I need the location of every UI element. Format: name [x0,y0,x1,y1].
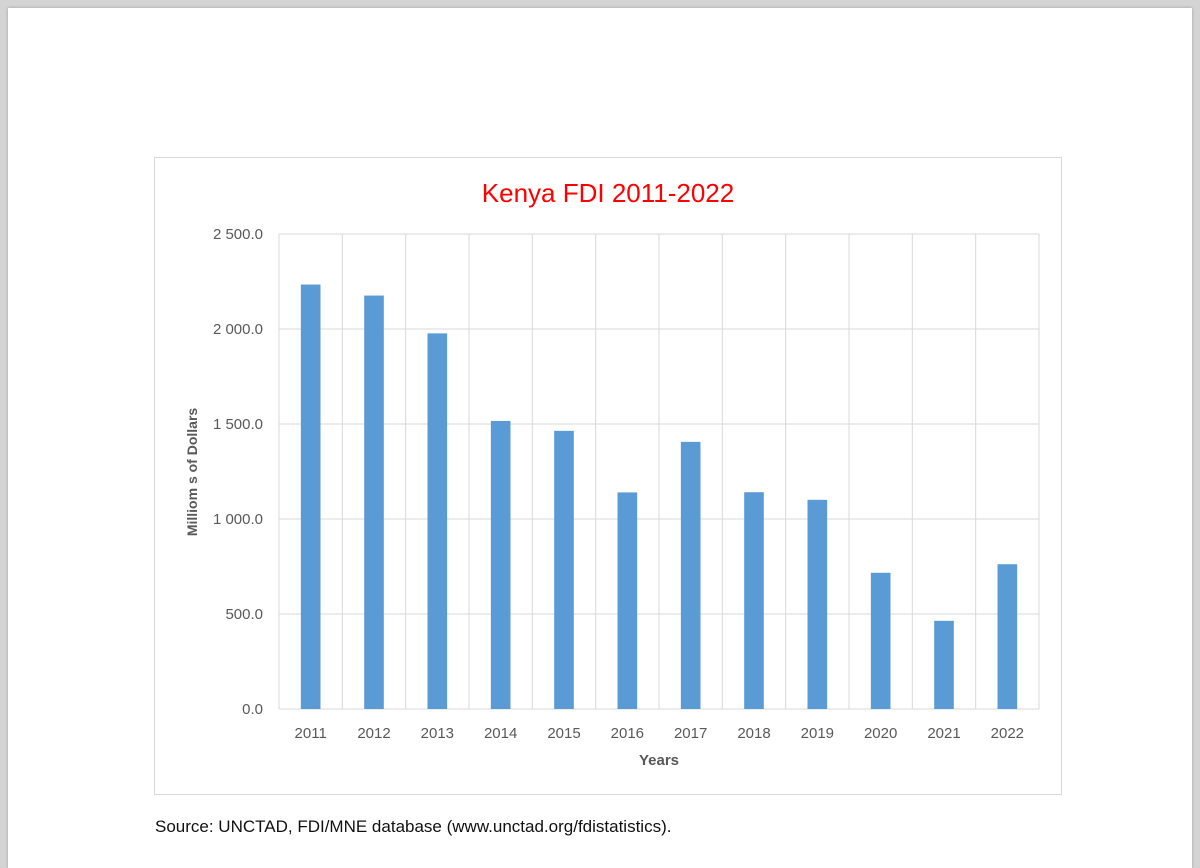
y-tick-label: 2 500.0 [213,226,263,243]
x-tick-label: 2013 [421,725,454,742]
y-axis-ticks: 0.0 500.0 1 000.0 1 500.0 2 000.0 2 500.0 [213,226,263,718]
y-tick-label: 0.0 [242,701,263,718]
x-tick-label: 2019 [801,725,834,742]
bars [300,284,1018,709]
y-tick-label: 2 000.0 [213,321,263,338]
x-tick-label: 2020 [864,725,897,742]
document-page: 0.0 500.0 1 000.0 1 500.0 2 000.0 2 500.0 201… [8,8,1192,868]
y-tick-label: 1 500.0 [213,416,263,433]
chart-area: 0.0 500.0 1 000.0 1 500.0 2 000.0 2 500.0 201… [154,157,1062,795]
bar-2011 [300,284,321,709]
bar-chart: 0.0 500.0 1 000.0 1 500.0 2 000.0 2 500.0 201… [184,178,1040,769]
x-tick-label: 2017 [674,725,707,742]
x-axis-label: Years [639,752,679,769]
bar-2020 [870,572,891,709]
x-tick-label: 2018 [737,725,770,742]
y-tick-label: 1 000.0 [213,511,263,528]
y-tick-label: 500.0 [225,606,263,623]
x-tick-label: 2012 [357,725,390,742]
x-tick-label: 2022 [991,725,1024,742]
y-axis-label: Milliom s of Dollars [184,408,200,537]
x-tick-label: 2015 [547,725,580,742]
bar-2017 [680,441,701,709]
source-note: Source: UNCTAD, FDI/MNE database (www.un… [155,817,672,836]
bar-2013 [427,333,448,709]
bar-2012 [364,295,384,709]
chart-title: Kenya FDI 2011-2022 [482,178,734,208]
bar-2018 [744,492,764,709]
x-axis-ticks: 2011 2012 2013 2014 2015 2016 2017 2018 2019 2020… [295,725,1024,742]
bar-2015 [554,430,574,709]
bar-2021 [934,620,954,709]
x-tick-label: 2021 [927,725,960,742]
x-tick-label: 2014 [484,725,517,742]
bar-2022 [997,564,1018,709]
x-tick-label: 2016 [611,725,644,742]
x-tick-label: 2011 [295,725,327,742]
bar-2016 [617,492,638,709]
bar-2019 [807,499,828,709]
bar-2014 [490,420,511,709]
gridlines [278,233,1040,710]
